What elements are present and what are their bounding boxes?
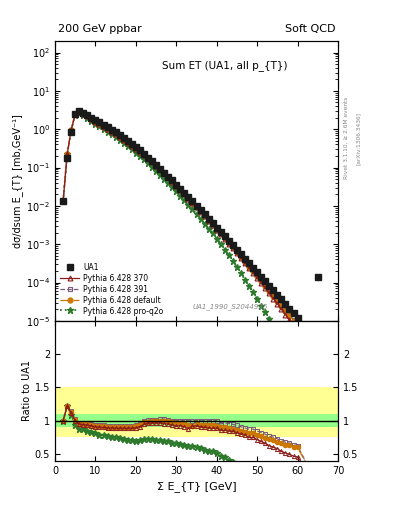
Text: UA1_1990_S2044935: UA1_1990_S2044935 bbox=[193, 303, 268, 310]
Y-axis label: Ratio to UA1: Ratio to UA1 bbox=[22, 360, 32, 421]
Bar bbox=[55, 414, 338, 428]
Text: [arXiv:1306.3436]: [arXiv:1306.3436] bbox=[356, 112, 361, 165]
Text: Soft QCD: Soft QCD bbox=[285, 24, 335, 34]
Text: 200 GeV ppbar: 200 GeV ppbar bbox=[58, 24, 141, 34]
Text: Rivet 3.1.10, ≥ 2.6M events: Rivet 3.1.10, ≥ 2.6M events bbox=[344, 97, 349, 179]
Y-axis label: dσ/dsum E_{T} [mb,GeV⁻¹]: dσ/dsum E_{T} [mb,GeV⁻¹] bbox=[12, 114, 23, 248]
Bar bbox=[55, 388, 338, 437]
X-axis label: Σ E_{T} [GeV]: Σ E_{T} [GeV] bbox=[157, 481, 236, 492]
Text: Sum ET (UA1, all p_{T}): Sum ET (UA1, all p_{T}) bbox=[162, 60, 288, 72]
Legend: UA1, Pythia 6.428 370, Pythia 6.428 391, Pythia 6.428 default, Pythia 6.428 pro-: UA1, Pythia 6.428 370, Pythia 6.428 391,… bbox=[59, 261, 165, 317]
